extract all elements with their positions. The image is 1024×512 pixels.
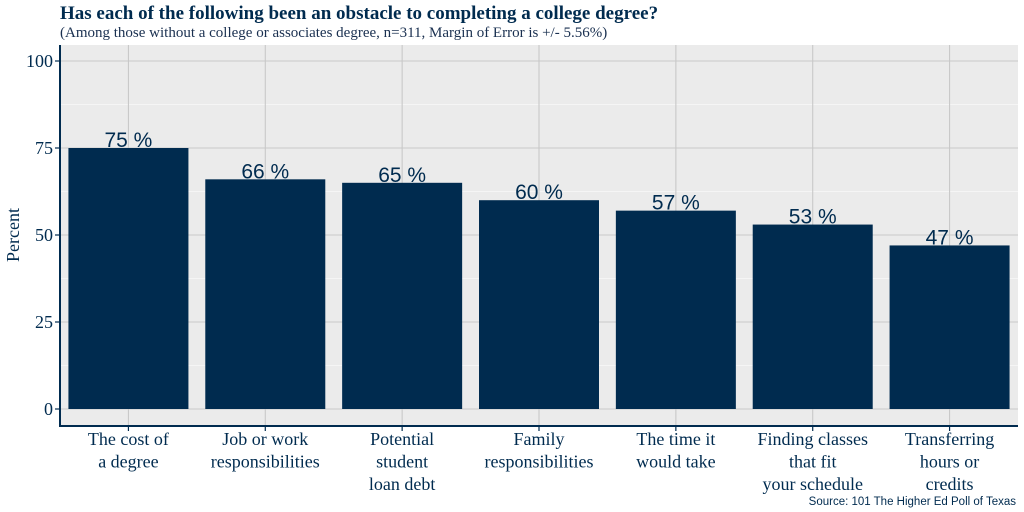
y-tick-label: 75 xyxy=(35,138,53,158)
y-tick-label: 25 xyxy=(35,312,53,332)
y-tick-label: 100 xyxy=(26,51,53,71)
data-label: 47 % xyxy=(926,226,974,249)
chart-title: Has each of the following been an obstac… xyxy=(60,3,659,24)
bar xyxy=(342,182,463,409)
y-tick-label: 50 xyxy=(35,225,53,245)
data-label: 75 % xyxy=(104,129,152,152)
x-tick-label: The time it would take xyxy=(636,429,715,472)
x-tick-label: Transferring hours or credits xyxy=(905,429,994,494)
chart-subtitle: (Among those without a college or associ… xyxy=(60,25,608,41)
bar xyxy=(615,210,736,409)
bar xyxy=(752,224,873,409)
bar xyxy=(889,245,1010,409)
data-labels: 75 % 66 % 65 % 60 % 57 % 53 % 47 % xyxy=(104,129,973,249)
x-tick-label: Job or work responsibilities xyxy=(211,429,320,472)
axes xyxy=(55,45,1018,431)
data-label: 57 % xyxy=(652,192,700,215)
y-tick-labels: 0 25 50 75 100 xyxy=(26,51,53,419)
data-label: 65 % xyxy=(378,164,426,187)
data-label: 66 % xyxy=(241,160,289,183)
source-note: Source: 101 The Higher Ed Poll of Texas xyxy=(808,496,1016,508)
bar xyxy=(205,179,326,409)
x-tick-labels: The cost of a degree Job or work responsibi… xyxy=(88,429,994,494)
bars xyxy=(68,148,1010,409)
data-label: 53 % xyxy=(789,206,837,229)
x-tick-label: Finding classes that fit your schedule xyxy=(757,429,868,494)
bar xyxy=(479,200,599,409)
data-label: 60 % xyxy=(515,181,563,204)
bar xyxy=(68,148,189,409)
y-axis-label: Percent xyxy=(3,208,23,262)
x-tick-label: Potential student loan debt xyxy=(369,429,435,494)
x-tick-label: Family responsibilities xyxy=(485,429,594,472)
x-tick-label: The cost of a degree xyxy=(88,429,169,472)
y-tick-label: 0 xyxy=(44,399,53,419)
